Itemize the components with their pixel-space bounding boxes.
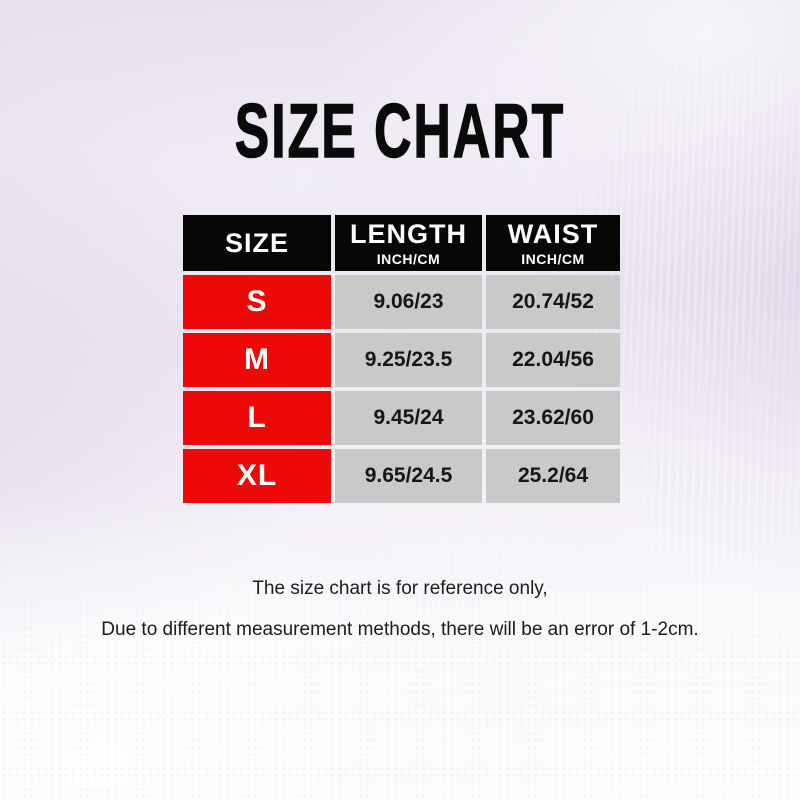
size-cell: XL bbox=[183, 449, 331, 503]
column-header-label: LENGTH bbox=[350, 218, 467, 249]
length-cell: 9.45/24 bbox=[335, 391, 482, 445]
size-cell: S bbox=[183, 275, 331, 329]
length-cell: 9.65/24.5 bbox=[335, 449, 482, 503]
waist-cell: 22.04/56 bbox=[486, 333, 620, 387]
waist-cell: 25.2/64 bbox=[486, 449, 620, 503]
size-cell: M bbox=[183, 333, 331, 387]
disclaimer-line-1: The size chart is for reference only, bbox=[252, 578, 548, 599]
size-chart-table: SIZE LENGTH INCH/CM WAIST INCH/CM S 9.06… bbox=[183, 215, 620, 503]
length-cell: 9.06/23 bbox=[335, 275, 482, 329]
column-header-size: SIZE bbox=[183, 215, 331, 271]
size-cell: L bbox=[183, 391, 331, 445]
disclaimer-line-2: Due to different measurement methods, th… bbox=[101, 619, 699, 640]
column-header-unit: INCH/CM bbox=[521, 250, 585, 267]
waist-cell: 20.74/52 bbox=[486, 275, 620, 329]
column-header-waist: WAIST INCH/CM bbox=[486, 215, 620, 271]
column-header-label: WAIST bbox=[507, 218, 599, 249]
waist-cell: 23.62/60 bbox=[486, 391, 620, 445]
column-header-label: SIZE bbox=[224, 227, 289, 258]
page-title: SIZE CHART bbox=[234, 89, 566, 174]
column-header-length: LENGTH INCH/CM bbox=[335, 215, 482, 271]
length-cell: 9.25/23.5 bbox=[335, 333, 482, 387]
column-header-unit: INCH/CM bbox=[376, 250, 441, 267]
